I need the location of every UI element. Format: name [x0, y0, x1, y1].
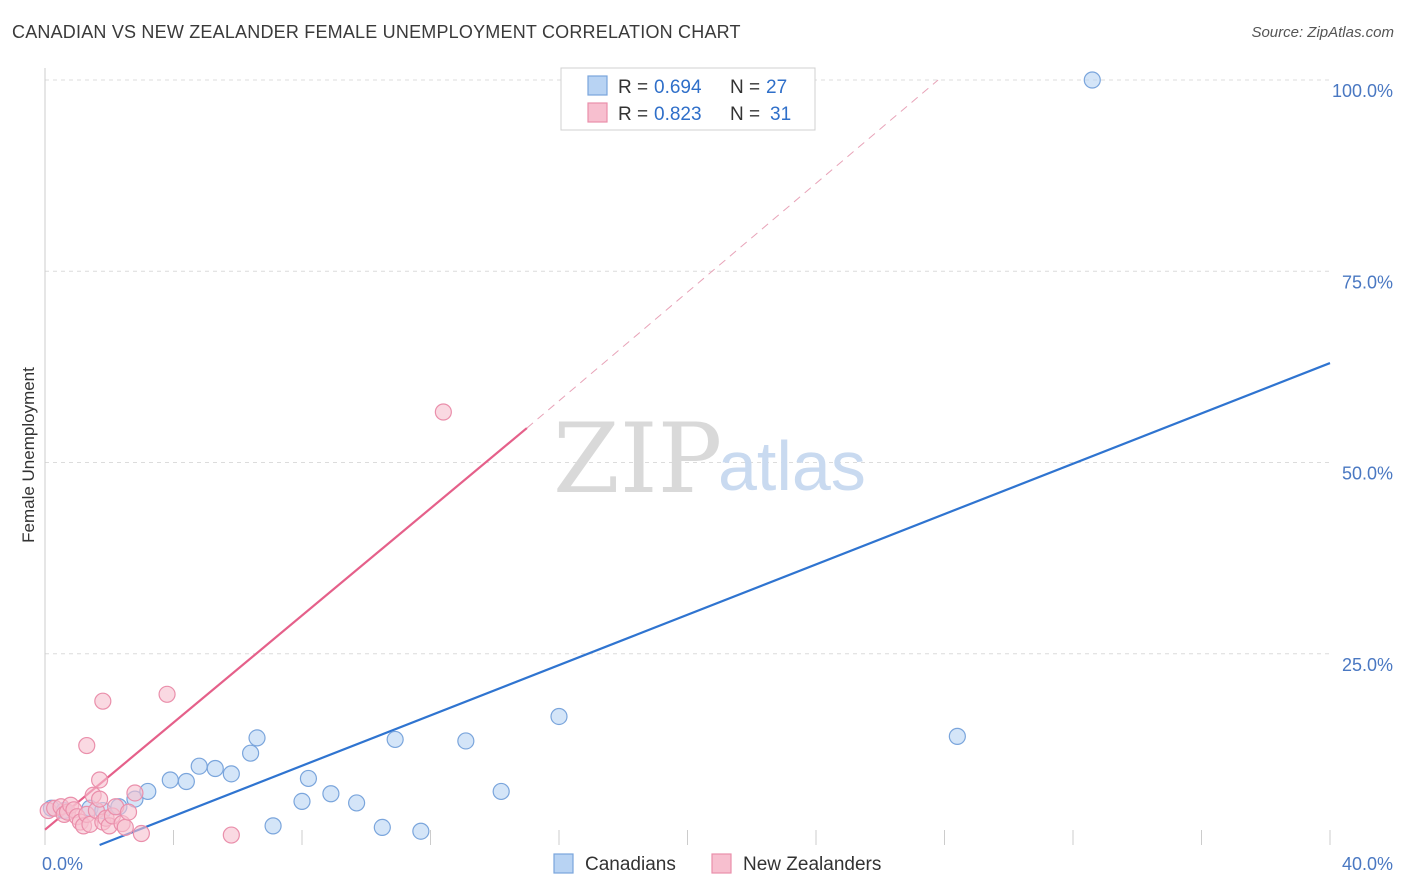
point-new-zealanders-22: [119, 803, 138, 821]
point-new-zealanders-24: [78, 736, 96, 755]
trendlines: [44, 79, 1331, 847]
point-canadians-9: [190, 757, 208, 775]
legend-n-label-canadians: N =: [730, 77, 760, 98]
point-new-zealanders-28: [158, 685, 176, 703]
chart-title: CANADIAN VS NEW ZEALANDER FEMALE UNEMPLO…: [12, 22, 741, 42]
series-legend-label-canadians: Canadians: [585, 854, 676, 875]
y-tick-label-3: 100.0%: [1332, 81, 1393, 101]
point-canadians-8: [177, 772, 195, 791]
point-canadians-20: [386, 730, 404, 749]
point-new-zealanders-23: [126, 784, 144, 802]
point-new-zealanders-21: [116, 818, 134, 837]
series-legend-label-new-zealanders: New Zealanders: [743, 854, 881, 875]
y-tick-label-0: 25.0%: [1342, 655, 1393, 675]
point-canadians-19: [373, 818, 391, 837]
point-new-zealanders-14: [91, 790, 109, 808]
watermark-zip: ZIP: [553, 403, 722, 515]
point-canadians-26: [1083, 71, 1101, 89]
point-canadians-11: [222, 765, 240, 783]
y-axis-label: Female Unemployment: [19, 367, 38, 543]
tick-labels: 25.0% 50.0% 75.0% 100.0% 0.0% 40.0%: [42, 81, 1393, 874]
series-legend-swatch-canadians: [553, 853, 574, 874]
series-legend-swatch-new-zealanders: [711, 853, 732, 874]
point-new-zealanders-30: [434, 403, 452, 421]
point-canadians-24: [550, 707, 568, 726]
y-tick-label-2: 75.0%: [1342, 272, 1393, 292]
legend-n-value-new-zealanders: 31: [770, 104, 791, 125]
point-canadians-17: [322, 785, 340, 803]
point-canadians-13: [248, 729, 266, 747]
point-canadians-25: [948, 727, 966, 745]
series-legend: Canadians New Zealanders: [553, 853, 881, 875]
x-tick-label-max: 40.0%: [1342, 854, 1393, 874]
point-new-zealanders-29: [222, 826, 240, 844]
point-canadians-15: [293, 792, 311, 810]
legend-r-label-new-zealanders: R =: [618, 104, 648, 125]
watermark-atlas: atlas: [718, 427, 866, 505]
legend-r-label-canadians: R =: [618, 77, 648, 98]
point-new-zealanders-25: [94, 692, 112, 710]
point-canadians-21: [412, 822, 430, 840]
point-canadians-12: [242, 744, 260, 762]
data-points: [39, 71, 1101, 844]
point-canadians-14: [264, 817, 282, 835]
gridlines: [45, 79, 1330, 655]
point-canadians-10: [206, 759, 224, 778]
axes: [44, 68, 1331, 845]
point-canadians-22: [457, 732, 475, 750]
point-canadians-18: [348, 794, 366, 812]
correlation-legend: R = 0.694 N = 27 R = 0.823 N = 31: [560, 67, 816, 131]
legend-swatch-new-zealanders: [587, 102, 608, 123]
point-canadians-16: [299, 769, 318, 788]
chart-source: Source: ZipAtlas.com: [1251, 24, 1394, 41]
point-canadians-7: [161, 771, 179, 789]
point-new-zealanders-27: [132, 824, 150, 843]
point-canadians-23: [492, 782, 510, 801]
legend-r-value-new-zealanders: 0.823: [654, 104, 702, 125]
trendline-new-zealanders: [44, 427, 528, 831]
legend-swatch-canadians: [587, 75, 608, 96]
legend-n-label-new-zealanders: N =: [730, 104, 760, 125]
watermark: ZIP atlas: [553, 403, 866, 515]
x-tick-label-min: 0.0%: [42, 854, 83, 874]
point-new-zealanders-26: [91, 771, 109, 789]
legend-r-value-canadians: 0.694: [654, 77, 702, 98]
y-tick-label-1: 50.0%: [1342, 464, 1393, 484]
legend-n-value-canadians: 27: [766, 77, 787, 98]
trendline-extension-new-zealanders: [526, 79, 939, 429]
trendline-canadians: [99, 362, 1331, 847]
